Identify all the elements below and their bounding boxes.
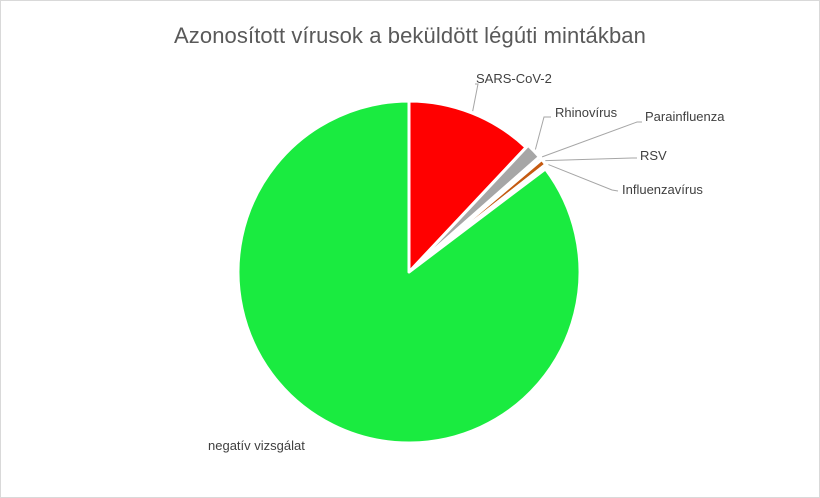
data-label: Influenzavírus [622, 182, 703, 197]
leader-line [545, 157, 637, 162]
data-label: Rhinovírus [555, 105, 618, 120]
data-label: RSV [640, 148, 667, 163]
data-label: Parainfluenza [645, 109, 725, 124]
chart-title: Azonosított vírusok a beküldött légúti m… [174, 23, 646, 48]
pie-slice-sars-cov-2 [407, 99, 528, 274]
leader-line [541, 121, 642, 158]
pie-slice-negatív-vizsgálat [236, 99, 582, 445]
leader-line [534, 116, 551, 150]
pie-slices [236, 99, 582, 445]
data-label: SARS-CoV-2 [476, 71, 552, 86]
leader-lines [472, 83, 642, 192]
leader-line [548, 164, 619, 192]
data-label: negatív vizsgálat [208, 438, 305, 453]
data-labels: SARS-CoV-2 Rhinovírus Parainfluenza RSV Infl… [208, 71, 725, 453]
leader-line [472, 83, 479, 112]
